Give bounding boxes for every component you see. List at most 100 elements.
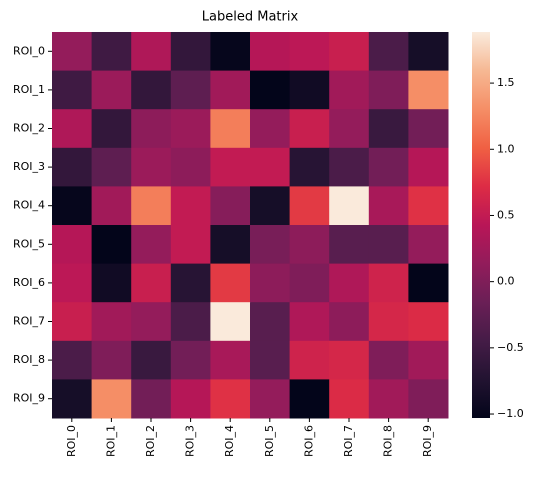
cell — [368, 147, 409, 187]
cell — [408, 186, 449, 226]
cell — [210, 379, 251, 419]
cell — [52, 302, 93, 342]
cell — [408, 109, 449, 149]
cell — [210, 263, 251, 303]
cell — [131, 32, 172, 72]
cell — [170, 379, 211, 419]
cell — [91, 186, 132, 226]
cell — [91, 340, 132, 380]
x-tick-label: ROI_0 — [65, 425, 78, 457]
cell — [368, 340, 409, 380]
cell — [131, 302, 172, 342]
cell — [131, 147, 172, 187]
x-tick-label: ROI_2 — [144, 425, 157, 457]
cell — [250, 70, 291, 110]
cell — [329, 32, 370, 72]
cell — [131, 186, 172, 226]
cell — [52, 379, 93, 419]
cell — [329, 379, 370, 419]
cell — [408, 70, 449, 110]
colorbar-tick-label: 0.5 — [497, 208, 515, 221]
cell — [368, 379, 409, 419]
cell — [250, 109, 291, 149]
cell — [52, 109, 93, 149]
cell — [408, 32, 449, 72]
x-tick-label: ROI_1 — [104, 425, 117, 457]
cell — [210, 147, 251, 187]
y-tick-label: ROI_3 — [13, 160, 45, 173]
x-tick-label: ROI_8 — [382, 425, 395, 457]
cell — [91, 109, 132, 149]
cell — [170, 263, 211, 303]
cell — [52, 70, 93, 110]
cell — [170, 225, 211, 265]
cell — [170, 340, 211, 380]
cell — [131, 263, 172, 303]
cell — [210, 70, 251, 110]
cell — [250, 186, 291, 226]
cell — [91, 263, 132, 303]
cell — [210, 340, 251, 380]
cell — [368, 32, 409, 72]
cell — [329, 186, 370, 226]
y-tick-label: ROI_6 — [13, 276, 45, 289]
x-tick-label: ROI_6 — [302, 425, 315, 457]
chart-title: Labeled Matrix — [202, 10, 299, 25]
cell — [170, 70, 211, 110]
cell — [368, 186, 409, 226]
cell — [52, 263, 93, 303]
cell — [368, 109, 409, 149]
colorbar-tick-label: 0.0 — [497, 275, 515, 288]
cell — [408, 302, 449, 342]
cell — [131, 340, 172, 380]
x-tick-label: ROI_9 — [421, 425, 434, 457]
y-tick-label: ROI_7 — [13, 315, 45, 328]
cell — [329, 225, 370, 265]
cell — [91, 70, 132, 110]
cell — [250, 32, 291, 72]
cell — [289, 379, 330, 419]
cell — [408, 340, 449, 380]
cell — [91, 302, 132, 342]
x-tick-label: ROI_7 — [342, 425, 355, 457]
cell — [289, 32, 330, 72]
y-tick-label: ROI_4 — [13, 199, 45, 212]
cell — [170, 147, 211, 187]
cell — [329, 263, 370, 303]
colorbar-tick-label: 1.0 — [497, 142, 515, 155]
cell — [289, 70, 330, 110]
colorbar-tick-label: 1.5 — [497, 76, 515, 89]
y-tick-label: ROI_8 — [13, 353, 45, 366]
cell — [170, 32, 211, 72]
cell — [210, 186, 251, 226]
cell — [289, 340, 330, 380]
y-tick-label: ROI_5 — [13, 237, 45, 250]
cell — [368, 70, 409, 110]
x-tick-label: ROI_4 — [223, 425, 236, 457]
cell — [131, 225, 172, 265]
cell — [131, 70, 172, 110]
cell — [210, 225, 251, 265]
cell — [329, 302, 370, 342]
cell — [210, 302, 251, 342]
cell — [52, 225, 93, 265]
cell — [250, 379, 291, 419]
y-tick-label: ROI_2 — [13, 122, 45, 135]
cell — [368, 302, 409, 342]
cell — [289, 263, 330, 303]
cell — [210, 109, 251, 149]
x-tick-label: ROI_5 — [263, 425, 276, 457]
cell — [250, 302, 291, 342]
cell — [368, 225, 409, 265]
cell — [408, 225, 449, 265]
cell — [408, 147, 449, 187]
cell — [170, 109, 211, 149]
cell — [250, 263, 291, 303]
cell — [329, 70, 370, 110]
cell — [91, 147, 132, 187]
cell — [52, 147, 93, 187]
y-tick-label: ROI_1 — [13, 83, 45, 96]
cell — [289, 147, 330, 187]
